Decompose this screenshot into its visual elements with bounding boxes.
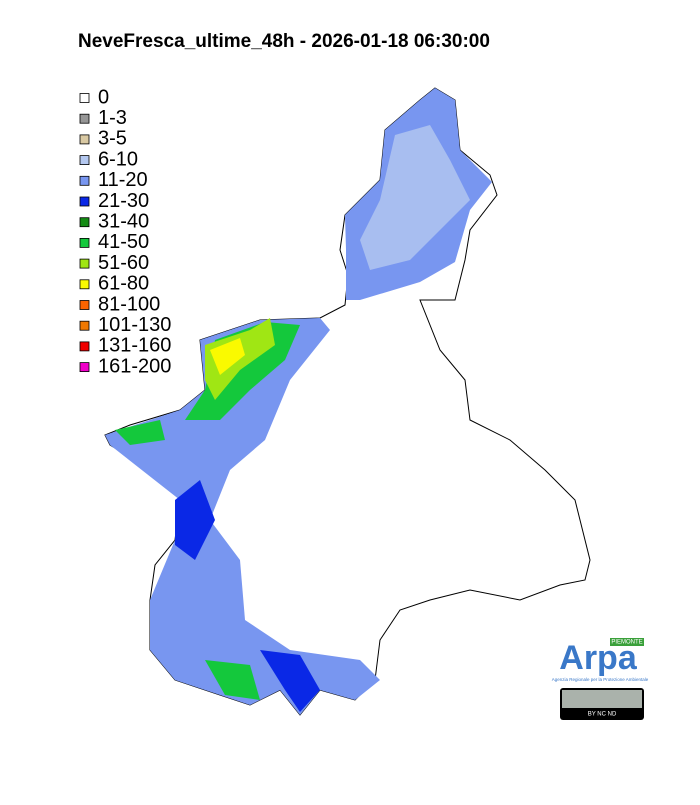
snow-north-light [360,125,470,270]
snow-green [115,322,300,700]
legend-swatch [79,258,90,269]
legend-label: 41-50 [98,231,149,253]
legend-swatch [79,113,90,124]
legend-label: 81-100 [98,293,160,315]
snow-deep [175,480,320,712]
logo-band [610,638,644,646]
legend-label: 51-60 [98,252,149,274]
logo-name: Arpa [559,639,638,677]
legend-swatch [79,196,90,207]
legend: 01-33-56-1011-2021-3031-4041-5051-6061-8… [79,86,171,377]
legend-swatch [79,175,90,186]
legend-swatch [79,300,90,310]
legend-label: 161-200 [98,355,171,377]
legend-swatch [79,237,90,248]
legend-label: 101-130 [98,314,171,336]
region-map [104,87,591,716]
legend-swatch [79,362,90,373]
logo: PIEMONTE Arpa Agenzia Regionale per la P… [552,638,649,720]
map-title: NeveFresca_ultime_48h - 2026-01-18 06:30… [78,31,490,52]
legend-label: 131-160 [98,335,171,357]
legend-label: 6-10 [98,148,138,170]
legend-label: 1-3 [98,107,127,129]
license-text: BY NC ND [588,712,617,718]
legend-swatch [79,320,90,331]
legend-swatch [79,155,90,166]
legend-swatch [79,134,90,145]
legend-swatch [79,93,90,103]
legend-label: 3-5 [98,128,127,150]
snow-yellow-peak [210,338,245,375]
legend-label: 11-20 [98,169,148,191]
legend-swatch [79,279,90,290]
snow-west [105,318,380,715]
logo-subtitle: Agenzia Regionale per la Protezione Ambi… [552,677,649,682]
legend-swatch [79,341,90,352]
legend-swatch [79,217,90,228]
legend-label: 31-40 [98,210,149,232]
legend-label: 0 [98,86,109,108]
legend-label: 61-80 [98,273,149,295]
legend-label: 21-30 [98,190,149,212]
license-icons [562,690,642,708]
logo-region: PIEMONTE [611,640,642,646]
